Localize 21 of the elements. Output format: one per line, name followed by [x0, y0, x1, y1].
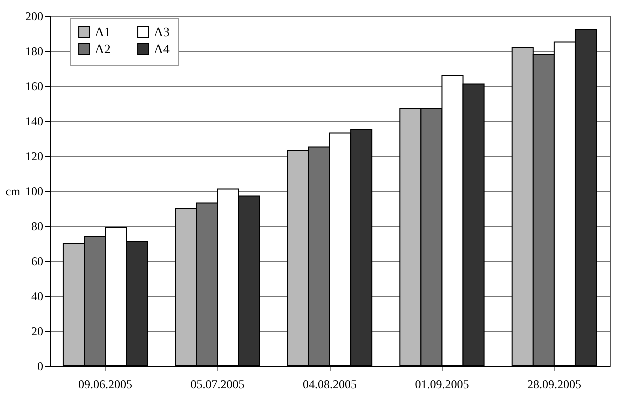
legend-label: A2 — [95, 42, 111, 56]
y-tick-label: 200 — [26, 10, 44, 24]
y-tick-label: 0 — [38, 360, 44, 374]
legend-label: A3 — [154, 24, 170, 40]
legend-label: A4 — [154, 42, 170, 56]
y-tick-label: 180 — [26, 44, 44, 58]
y-tick-label: 20 — [32, 324, 44, 338]
x-tick-label: 28.09.2005 — [527, 378, 582, 392]
x-tick-label: 09.06.2005 — [78, 378, 133, 392]
y-tick-label: 120 — [26, 150, 44, 164]
legend-label: A1 — [95, 24, 111, 40]
y-tick-label: 160 — [26, 80, 44, 94]
x-tick-label: 05.07.2005 — [190, 378, 245, 392]
y-tick-label: 100 — [26, 184, 44, 198]
y-tick-label: 140 — [26, 114, 44, 128]
x-tick-label: 01.09.2005 — [415, 378, 470, 392]
y-tick-label: 80 — [32, 220, 44, 234]
y-axis-title: cm — [6, 184, 22, 198]
y-tick-label: 60 — [32, 254, 44, 268]
y-tick-label: 40 — [32, 290, 44, 304]
x-tick-label: 04.08.2005 — [303, 378, 357, 392]
